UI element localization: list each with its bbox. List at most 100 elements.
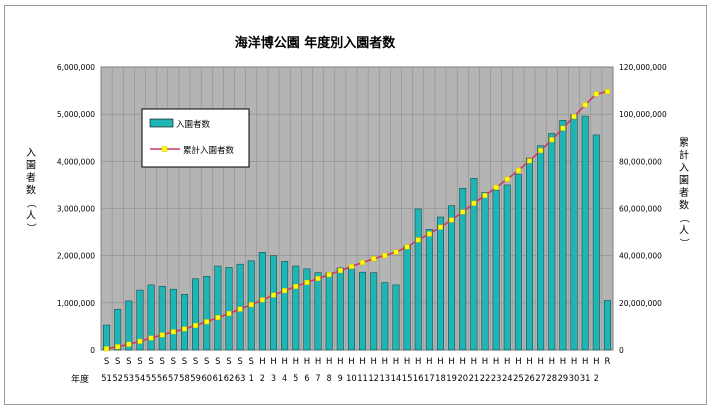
bar	[492, 189, 500, 351]
axis-title-char: 人	[26, 210, 36, 222]
axis-title-char: ）	[25, 223, 37, 233]
cumulative-point	[515, 167, 521, 173]
bar	[425, 229, 433, 351]
cumulative-point	[126, 341, 132, 347]
x-tick-era: H	[460, 357, 466, 367]
bar	[214, 265, 222, 351]
cumulative-point	[181, 326, 187, 332]
x-tick-era: S	[249, 357, 254, 367]
right-tick-label: 80,000,000	[619, 157, 662, 166]
axis-title-char: ）	[678, 238, 690, 248]
cumulative-point	[293, 283, 299, 289]
x-tick-year: 53	[124, 374, 135, 384]
cumulative-point	[360, 260, 366, 266]
x-tick-year: 58	[179, 374, 190, 384]
bar	[125, 300, 133, 351]
cumulative-point	[426, 231, 432, 237]
bar	[192, 278, 200, 351]
axis-title-char: 園	[679, 175, 689, 187]
bar	[347, 268, 355, 351]
x-tick-year: 30	[569, 374, 580, 384]
cumulative-point	[493, 184, 499, 190]
axis-title-char: 計	[679, 149, 689, 162]
x-tick-year: 22	[480, 374, 491, 384]
cumulative-point	[404, 244, 410, 250]
x-tick-era: S	[137, 357, 142, 367]
x-tick-year: 2	[260, 374, 265, 384]
cumulative-point	[371, 256, 377, 262]
axis-title-char: 数	[679, 199, 689, 212]
x-tick-era: H	[549, 357, 555, 367]
x-tick-year: 12	[368, 374, 379, 384]
x-tick-year: 10	[346, 374, 357, 384]
legend-bar-label: 入園者数	[176, 119, 211, 130]
bar	[481, 192, 489, 351]
cumulative-point	[237, 306, 243, 312]
cumulative-point	[170, 329, 176, 335]
bar	[548, 133, 556, 351]
bar	[270, 255, 277, 351]
bar	[336, 267, 344, 351]
cumulative-point	[204, 319, 210, 325]
x-tick-era: H	[359, 357, 365, 367]
x-tick-era: H	[315, 357, 321, 367]
x-tick-year: 62	[224, 374, 235, 384]
x-tick-era: H	[270, 357, 276, 367]
cumulative-point	[282, 288, 288, 294]
x-tick-year: 13	[380, 374, 391, 384]
x-tick-era: H	[259, 357, 265, 367]
x-tick-era: H	[337, 357, 343, 367]
left-tick-label: 0	[90, 346, 95, 355]
x-tick-year: 19	[446, 374, 457, 384]
bar	[459, 187, 467, 351]
x-tick-year: 61	[213, 374, 224, 384]
x-tick-era: R	[604, 357, 610, 367]
x-tick-year: 15	[402, 374, 413, 384]
x-tick-era: H	[348, 357, 354, 367]
bar	[381, 282, 389, 351]
y-axis-label-right: 累計入園者数（ 人）	[678, 137, 690, 248]
bar	[559, 120, 567, 351]
y-axis-label-left: 入園者数（ 人）	[25, 148, 37, 233]
x-tick-year: 14	[391, 374, 402, 384]
x-tick-era: S	[237, 357, 242, 367]
cumulative-point	[304, 279, 310, 285]
cumulative-point	[193, 322, 199, 328]
x-tick-era: H	[593, 357, 599, 367]
x-tick-era: H	[281, 357, 287, 367]
right-tick-label: 20,000,000	[619, 299, 662, 308]
chart-title: 海洋博公園 年度別入園者数	[235, 35, 397, 51]
cumulative-point	[326, 272, 332, 278]
bar	[392, 284, 400, 351]
left-tick-label: 1,000,000	[57, 299, 95, 308]
x-tick-era: H	[560, 357, 566, 367]
x-tick-era: H	[304, 357, 310, 367]
bar	[303, 268, 311, 351]
cumulative-point	[337, 268, 343, 274]
x-tick-year: 20	[457, 374, 468, 384]
x-tick-year: 28	[546, 374, 557, 384]
x-tick-era: H	[415, 357, 421, 367]
bar	[370, 272, 378, 351]
cumulative-point	[549, 137, 555, 143]
cumulative-point	[538, 148, 544, 154]
cumulative-point	[148, 335, 154, 341]
x-tick-era: H	[326, 357, 332, 367]
cumulative-point	[382, 252, 388, 258]
x-tick-year: 16	[413, 374, 424, 384]
bar	[526, 157, 533, 351]
legend-bar-swatch	[149, 118, 174, 128]
cumulative-point	[582, 102, 588, 108]
cumulative-point	[449, 217, 455, 223]
x-tick-era: S	[126, 357, 131, 367]
axis-title-char: （	[678, 213, 690, 223]
x-tick-year: 9	[338, 374, 343, 384]
axis-title-char: 入	[26, 148, 36, 159]
x-tick-year: 2	[594, 374, 599, 384]
x-tick-year: 52	[112, 374, 123, 384]
x-tick-year: 54	[135, 374, 146, 384]
bar	[514, 174, 522, 351]
x-tick-era: S	[148, 357, 153, 367]
cumulative-line	[104, 89, 610, 352]
bar	[537, 145, 545, 351]
